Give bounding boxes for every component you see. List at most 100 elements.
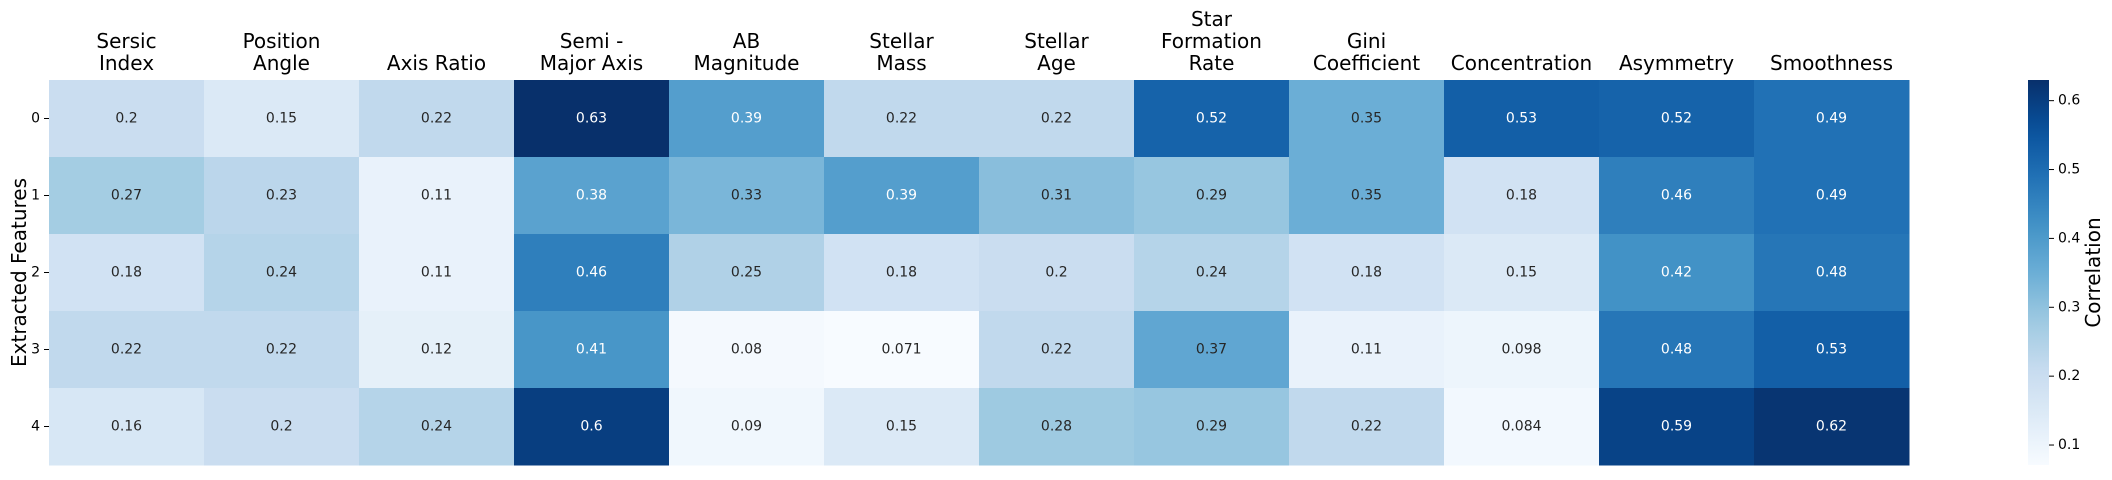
cell-value-label: 0.24 xyxy=(421,419,452,435)
heatmap-cell xyxy=(979,234,1135,312)
heatmap-cell xyxy=(1134,311,1290,389)
heatmap-cell xyxy=(49,80,205,158)
cell-value-label: 0.098 xyxy=(1501,342,1541,358)
cell-value-label: 0.63 xyxy=(576,111,607,127)
heatmap-cell xyxy=(1134,80,1290,158)
colorbar-tick-label: 0.3 xyxy=(2058,299,2080,315)
column-labels: Sersic Index Position Angle Axis Ratio Semi -… xyxy=(96,7,1893,75)
cell-value-label: 0.48 xyxy=(1816,265,1847,281)
heatmap-cell xyxy=(1754,80,1910,158)
cell-value-label: 0.18 xyxy=(1506,188,1537,204)
heatmap-cell xyxy=(1134,157,1290,235)
cell-value-label: 0.25 xyxy=(731,265,762,281)
heatmap-cell xyxy=(1754,388,1910,466)
heatmap-cell xyxy=(1444,311,1600,389)
column-label: Smoothness xyxy=(1770,51,1893,75)
cell-value-label: 0.2 xyxy=(1045,265,1067,281)
heatmap-cell xyxy=(204,157,360,235)
cell-value-label: 0.31 xyxy=(1041,188,1072,204)
heatmap-cell xyxy=(1754,234,1910,312)
heatmap-cell xyxy=(204,388,360,466)
column-label: Gini Coefficient xyxy=(1313,29,1420,75)
colorbar-tick-label: 0.1 xyxy=(2058,437,2080,453)
colorbar-tick-label: 0.2 xyxy=(2058,368,2080,384)
heatmap-cell xyxy=(1754,157,1910,235)
heatmap-cell xyxy=(979,80,1135,158)
colorbar xyxy=(2028,80,2049,465)
cell-value-label: 0.41 xyxy=(576,342,607,358)
heatmap-cell xyxy=(1289,311,1445,389)
heatmap-cell xyxy=(669,157,825,235)
cell-value-label: 0.29 xyxy=(1196,188,1227,204)
cell-value-label: 0.18 xyxy=(1351,265,1382,281)
heatmap-cell xyxy=(514,80,670,158)
heatmap-cell xyxy=(669,388,825,466)
row-labels: 0 1 2 3 4 xyxy=(31,111,49,435)
cell-value-label: 0.49 xyxy=(1816,188,1847,204)
heatmap-cell xyxy=(1289,80,1445,158)
cell-value-label: 0.12 xyxy=(421,342,452,358)
heatmap-cell xyxy=(979,388,1135,466)
cell-value-label: 0.11 xyxy=(421,265,452,281)
heatmap-cell xyxy=(1599,157,1755,235)
cell-value-label: 0.33 xyxy=(731,188,762,204)
heatmap-cell xyxy=(204,80,360,158)
colorbar-ticks: 0.1 0.2 0.3 0.4 0.5 0.6 xyxy=(2049,93,2080,453)
heatmap-cell xyxy=(1134,234,1290,312)
cell-value-label: 0.071 xyxy=(881,342,921,358)
y-axis-label: Extracted Features xyxy=(7,178,31,367)
heatmap-cell xyxy=(359,388,515,466)
heatmap-cell xyxy=(514,388,670,466)
cell-value-label: 0.28 xyxy=(1041,419,1072,435)
row-label: 0 xyxy=(31,111,40,127)
cell-value-label: 0.59 xyxy=(1661,419,1692,435)
column-label: Star Formation Rate xyxy=(1161,7,1262,75)
heatmap-cell xyxy=(824,157,980,235)
column-label: Stellar Mass xyxy=(869,29,934,75)
cell-value-label: 0.29 xyxy=(1196,419,1227,435)
cell-value-label: 0.22 xyxy=(421,111,452,127)
heatmap-cell xyxy=(514,311,670,389)
heatmap-cell xyxy=(824,80,980,158)
cell-value-label: 0.22 xyxy=(1351,419,1382,435)
heatmap-cell xyxy=(669,311,825,389)
cell-value-label: 0.16 xyxy=(111,419,142,435)
heatmap-cell xyxy=(1599,388,1755,466)
heatmap-cell xyxy=(1289,157,1445,235)
row-label: 1 xyxy=(31,188,40,204)
cell-value-label: 0.09 xyxy=(731,419,762,435)
cell-value-label: 0.22 xyxy=(1041,342,1072,358)
heatmap-cell xyxy=(514,157,670,235)
cell-value-label: 0.42 xyxy=(1661,265,1692,281)
cell-value-label: 0.22 xyxy=(111,342,142,358)
column-label: AB Magnitude xyxy=(694,29,800,75)
cell-value-label: 0.24 xyxy=(266,265,297,281)
heatmap-cell xyxy=(359,234,515,312)
heatmap-cell xyxy=(824,388,980,466)
cell-value-label: 0.15 xyxy=(1506,265,1537,281)
cell-value-label: 0.35 xyxy=(1351,188,1382,204)
heatmap-cell xyxy=(204,234,360,312)
column-label: Sersic Index xyxy=(96,29,156,75)
cell-value-label: 0.53 xyxy=(1506,111,1537,127)
cell-value-label: 0.18 xyxy=(886,265,917,281)
cell-value-label: 0.49 xyxy=(1816,111,1847,127)
cell-value-label: 0.11 xyxy=(1351,342,1382,358)
heatmap-cell xyxy=(824,234,980,312)
cell-value-label: 0.22 xyxy=(886,111,917,127)
heatmap-cell xyxy=(669,80,825,158)
cell-value-label: 0.084 xyxy=(1501,419,1541,435)
cell-value-label: 0.6 xyxy=(580,419,602,435)
heatmap-cell xyxy=(1599,311,1755,389)
cell-value-label: 0.22 xyxy=(1041,111,1072,127)
cell-value-label: 0.35 xyxy=(1351,111,1382,127)
cell-value-label: 0.27 xyxy=(111,188,142,204)
heatmap-cell xyxy=(1289,234,1445,312)
heatmap-cell xyxy=(49,388,205,466)
heatmap-cell xyxy=(1444,157,1600,235)
cell-value-label: 0.15 xyxy=(886,419,917,435)
row-label: 3 xyxy=(31,342,40,358)
row-label: 4 xyxy=(31,419,40,435)
column-label: Stellar Age xyxy=(1024,29,1089,75)
